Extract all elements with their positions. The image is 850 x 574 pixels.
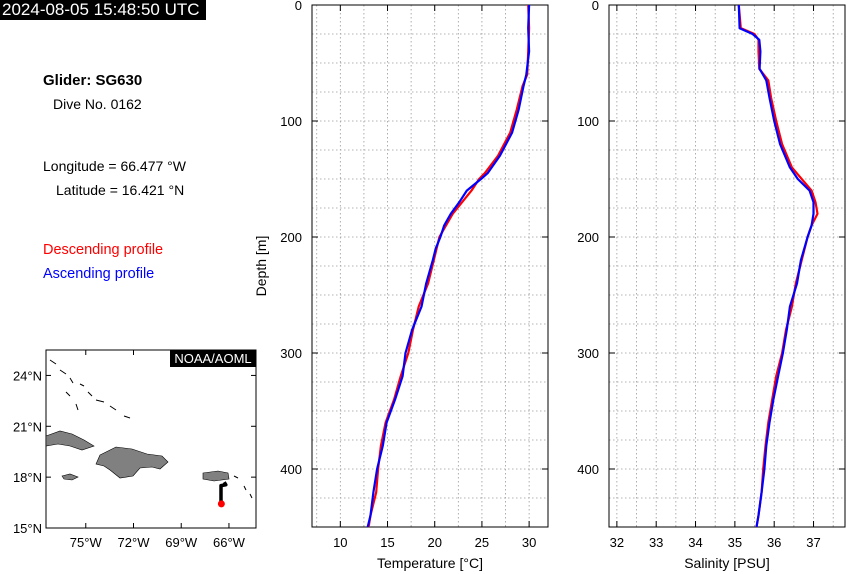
glider-name: Glider: SG630	[43, 72, 143, 89]
x-axis-label: Temperature [°C]	[377, 555, 483, 571]
grid	[609, 5, 845, 527]
map-credit-box	[170, 350, 256, 367]
x-tick-label: 30	[522, 535, 536, 550]
ascending-profile-line	[737, 4, 815, 528]
y-axis-label: Depth [m]	[253, 236, 269, 297]
location-map: 75°W 72°W 69°W 66°W 15°N 18°N 21°N 24°N NOAA/AO…	[13, 349, 257, 550]
salinity-chart: 32 33 34 35 36 37 0 100 200 300 400 Salinity [PSU]	[577, 0, 846, 571]
latitude-readout: Latitude = 16.421 °N	[56, 182, 185, 198]
x-tick-label: 35	[728, 535, 742, 550]
y-tick-label: 400	[280, 462, 302, 477]
y-tick-label: 200	[280, 230, 302, 245]
plot-frame	[311, 4, 549, 528]
map-lat-label: 18°N	[13, 470, 42, 485]
x-tick-label: 10	[333, 535, 347, 550]
plot-frame	[608, 4, 846, 528]
ascending-legend: Ascending profile	[43, 266, 155, 282]
x-tick-label: 33	[649, 535, 663, 550]
map-lon-label: 72°W	[118, 535, 151, 550]
map-lon-label: 69°W	[165, 535, 198, 550]
map-lat-label: 21°N	[13, 419, 42, 434]
y-tick-label: 0	[592, 0, 599, 13]
ascending-profile-line	[366, 4, 531, 528]
longitude-readout: Longitude = 66.477 °W	[43, 158, 186, 174]
y-tick-label: 100	[577, 114, 599, 129]
glider-position-marker	[217, 500, 225, 508]
x-tick-label: 36	[767, 535, 781, 550]
cuba-land	[45, 430, 95, 451]
x-tick-label: 15	[380, 535, 394, 550]
descending-legend: Descending profile	[43, 242, 164, 258]
y-tick-label: 200	[577, 230, 599, 245]
map-credit: NOAA/AOML	[174, 351, 251, 366]
y-tick-label: 300	[577, 346, 599, 361]
x-tick-label: 20	[427, 535, 441, 550]
bahamas-islands	[49, 359, 131, 419]
y-tick-label: 100	[280, 114, 302, 129]
x-tick-label: 37	[806, 535, 820, 550]
puerto-rico-land	[202, 470, 230, 482]
grid	[312, 5, 548, 527]
dive-number: Dive No. 0162	[53, 96, 142, 112]
x-tick-label: 25	[475, 535, 489, 550]
map-lon-label: 75°W	[70, 535, 103, 550]
map-lon-label: 66°W	[213, 535, 246, 550]
lesser-antilles	[233, 475, 253, 499]
y-tick-label: 400	[577, 462, 599, 477]
y-tick-label: 0	[295, 0, 302, 13]
y-tick-label: 300	[280, 346, 302, 361]
hispaniola-land	[95, 446, 169, 479]
jamaica-land	[61, 473, 79, 481]
x-tick-label: 32	[610, 535, 624, 550]
x-tick-label: 34	[688, 535, 702, 550]
map-lat-label: 15°N	[13, 521, 42, 536]
x-axis-label: Salinity [PSU]	[684, 555, 770, 571]
timestamp-banner: 2024-08-05 15:48:50 UTC	[0, 0, 206, 20]
map-lat-label: 24°N	[13, 368, 42, 383]
